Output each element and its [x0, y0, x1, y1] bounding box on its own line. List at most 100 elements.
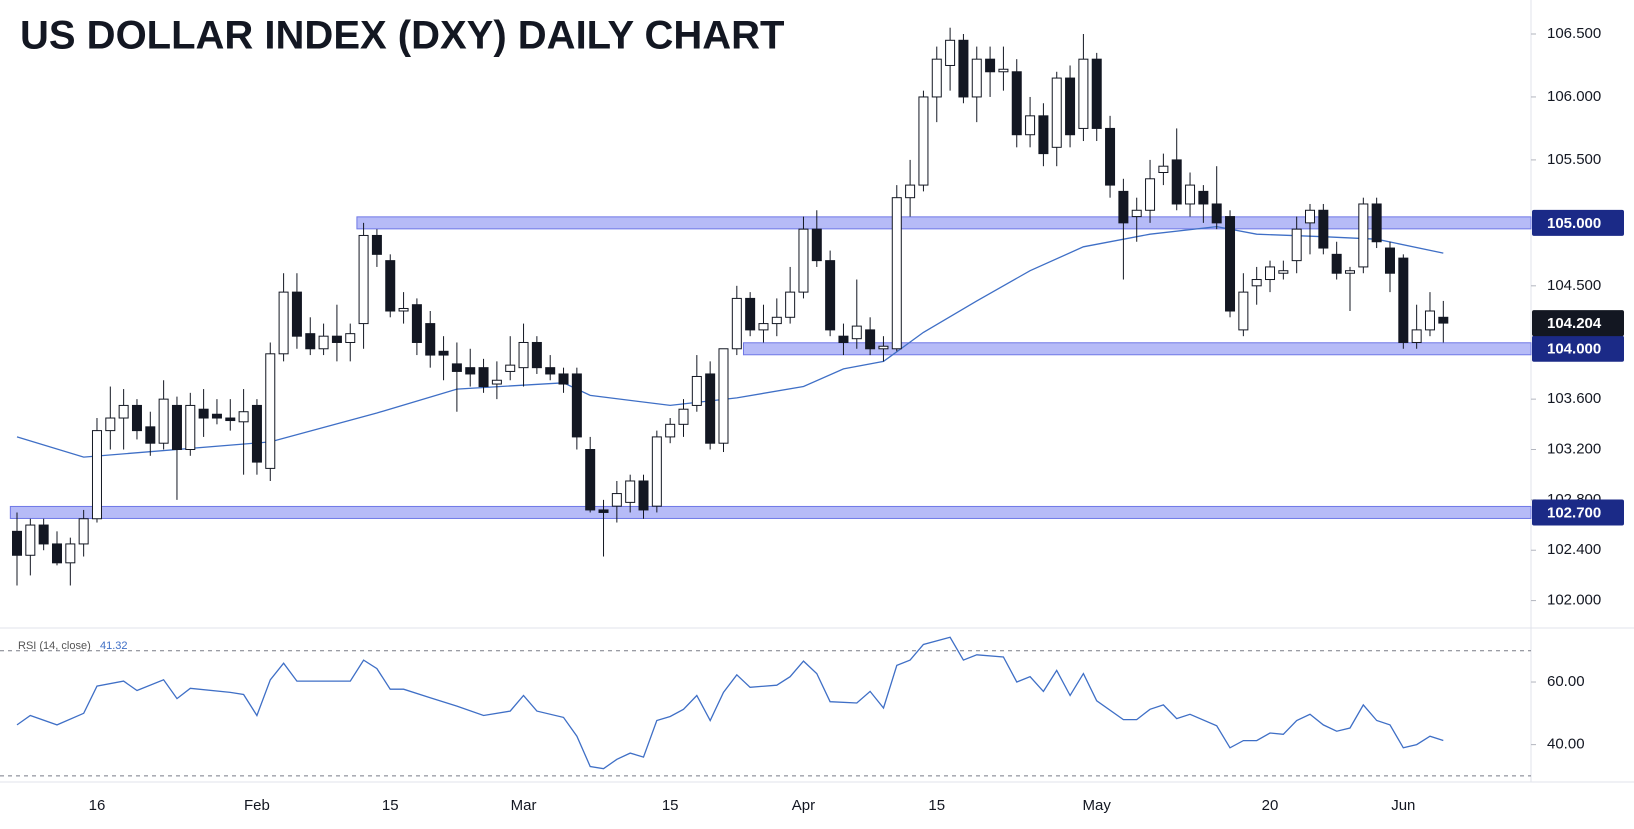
- candle-body: [1211, 203, 1222, 224]
- candle-body: [558, 373, 569, 385]
- candle-body: [865, 329, 876, 350]
- x-tick-label: Jun: [1391, 797, 1415, 814]
- candle-body: [811, 228, 822, 262]
- rsi-line: [16, 636, 1444, 770]
- candle-body: [238, 411, 249, 423]
- candle-body: [931, 58, 942, 98]
- level-label-box: [1532, 499, 1624, 526]
- y-tick-label: 106.500: [1547, 25, 1601, 42]
- candle-body: [491, 379, 502, 385]
- candle-body: [331, 335, 342, 343]
- candle-body: [611, 493, 622, 507]
- candle-body: [158, 398, 169, 444]
- candle-body: [638, 480, 649, 511]
- candle-body: [1238, 291, 1249, 331]
- candle-body: [1011, 71, 1022, 136]
- chart-title: US DOLLAR INDEX (DXY) DAILY CHART: [20, 14, 785, 58]
- candle-body: [1038, 115, 1049, 155]
- candle-body: [1158, 165, 1169, 173]
- candle-body: [118, 404, 129, 419]
- candle-body: [1065, 77, 1076, 136]
- x-tick-label: Feb: [244, 797, 270, 814]
- candle-body: [478, 367, 489, 388]
- x-tick-label: May: [1083, 797, 1112, 814]
- candle-body: [385, 260, 396, 312]
- candle-body: [905, 184, 916, 199]
- candle-body: [745, 297, 756, 331]
- candle-body: [771, 316, 782, 325]
- level-zone: [9, 505, 1532, 519]
- candle-body: [1185, 184, 1196, 205]
- candle-body: [1091, 58, 1102, 129]
- candle-body: [265, 353, 276, 469]
- candle-body: [1105, 127, 1116, 186]
- level-label-box: [1532, 335, 1624, 362]
- candle-body: [1384, 247, 1395, 274]
- candle-body: [65, 543, 76, 564]
- candle-body: [318, 335, 329, 350]
- candle-body: [518, 341, 529, 369]
- last-price-box: [1532, 310, 1624, 337]
- candle-body: [371, 234, 382, 255]
- candle-body: [1145, 178, 1156, 211]
- candle-body: [251, 404, 262, 463]
- candle-body: [91, 430, 102, 520]
- candle-body: [571, 373, 582, 438]
- candle-body: [1278, 270, 1289, 274]
- candle-body: [598, 509, 609, 513]
- candle-body: [451, 363, 462, 372]
- candle-body: [25, 524, 36, 556]
- candle-body: [1331, 253, 1342, 274]
- candle-body: [1078, 58, 1089, 129]
- candle-body: [691, 375, 702, 406]
- candle-body: [278, 291, 289, 355]
- candle-body: [1131, 209, 1142, 218]
- candle-body: [785, 291, 796, 318]
- candle-body: [198, 408, 209, 419]
- candle-body: [918, 96, 929, 186]
- last-price-label: 104.204: [1547, 315, 1602, 332]
- candle-body: [798, 228, 809, 293]
- candle-body: [678, 408, 689, 425]
- candle-body: [1305, 209, 1316, 224]
- candle-body: [891, 197, 902, 350]
- candle-body: [545, 367, 556, 375]
- candle-body: [1251, 279, 1262, 287]
- candle-body: [1051, 77, 1062, 148]
- level-label: 104.000: [1547, 341, 1601, 358]
- candle-body: [1398, 257, 1409, 343]
- x-tick-label: 15: [928, 797, 945, 814]
- x-tick-label: 15: [382, 797, 399, 814]
- candle-body: [705, 373, 716, 444]
- candle-body: [38, 524, 49, 545]
- candle-body: [1291, 228, 1302, 262]
- candle-body: [438, 350, 449, 356]
- candle-body: [358, 234, 369, 325]
- candle-body: [625, 480, 636, 503]
- candle-body: [398, 307, 409, 312]
- candle-body: [131, 404, 142, 432]
- candle-body: [12, 530, 22, 556]
- candle-body: [465, 367, 476, 375]
- level-label: 102.700: [1547, 504, 1601, 521]
- candle-body: [945, 39, 956, 66]
- candle-body: [505, 364, 516, 372]
- candle-body: [78, 518, 89, 545]
- y-tick-label: 102.000: [1547, 592, 1601, 609]
- y-tick-label: 60.00: [1547, 673, 1585, 690]
- candle-body: [1171, 159, 1182, 205]
- candle-body: [651, 436, 662, 507]
- candle-body: [1358, 203, 1369, 268]
- x-tick-label: 16: [89, 797, 106, 814]
- moving-average-line: [16, 225, 1444, 458]
- y-tick-label: 103.200: [1547, 440, 1601, 457]
- candle-body: [185, 404, 196, 451]
- candle-body: [531, 341, 542, 369]
- candle-body: [171, 404, 182, 451]
- candle-body: [211, 413, 222, 419]
- x-tick-label: Apr: [792, 797, 815, 814]
- candle-body: [225, 417, 236, 422]
- candle-body: [1225, 216, 1236, 312]
- y-tick-label: 106.000: [1547, 88, 1601, 105]
